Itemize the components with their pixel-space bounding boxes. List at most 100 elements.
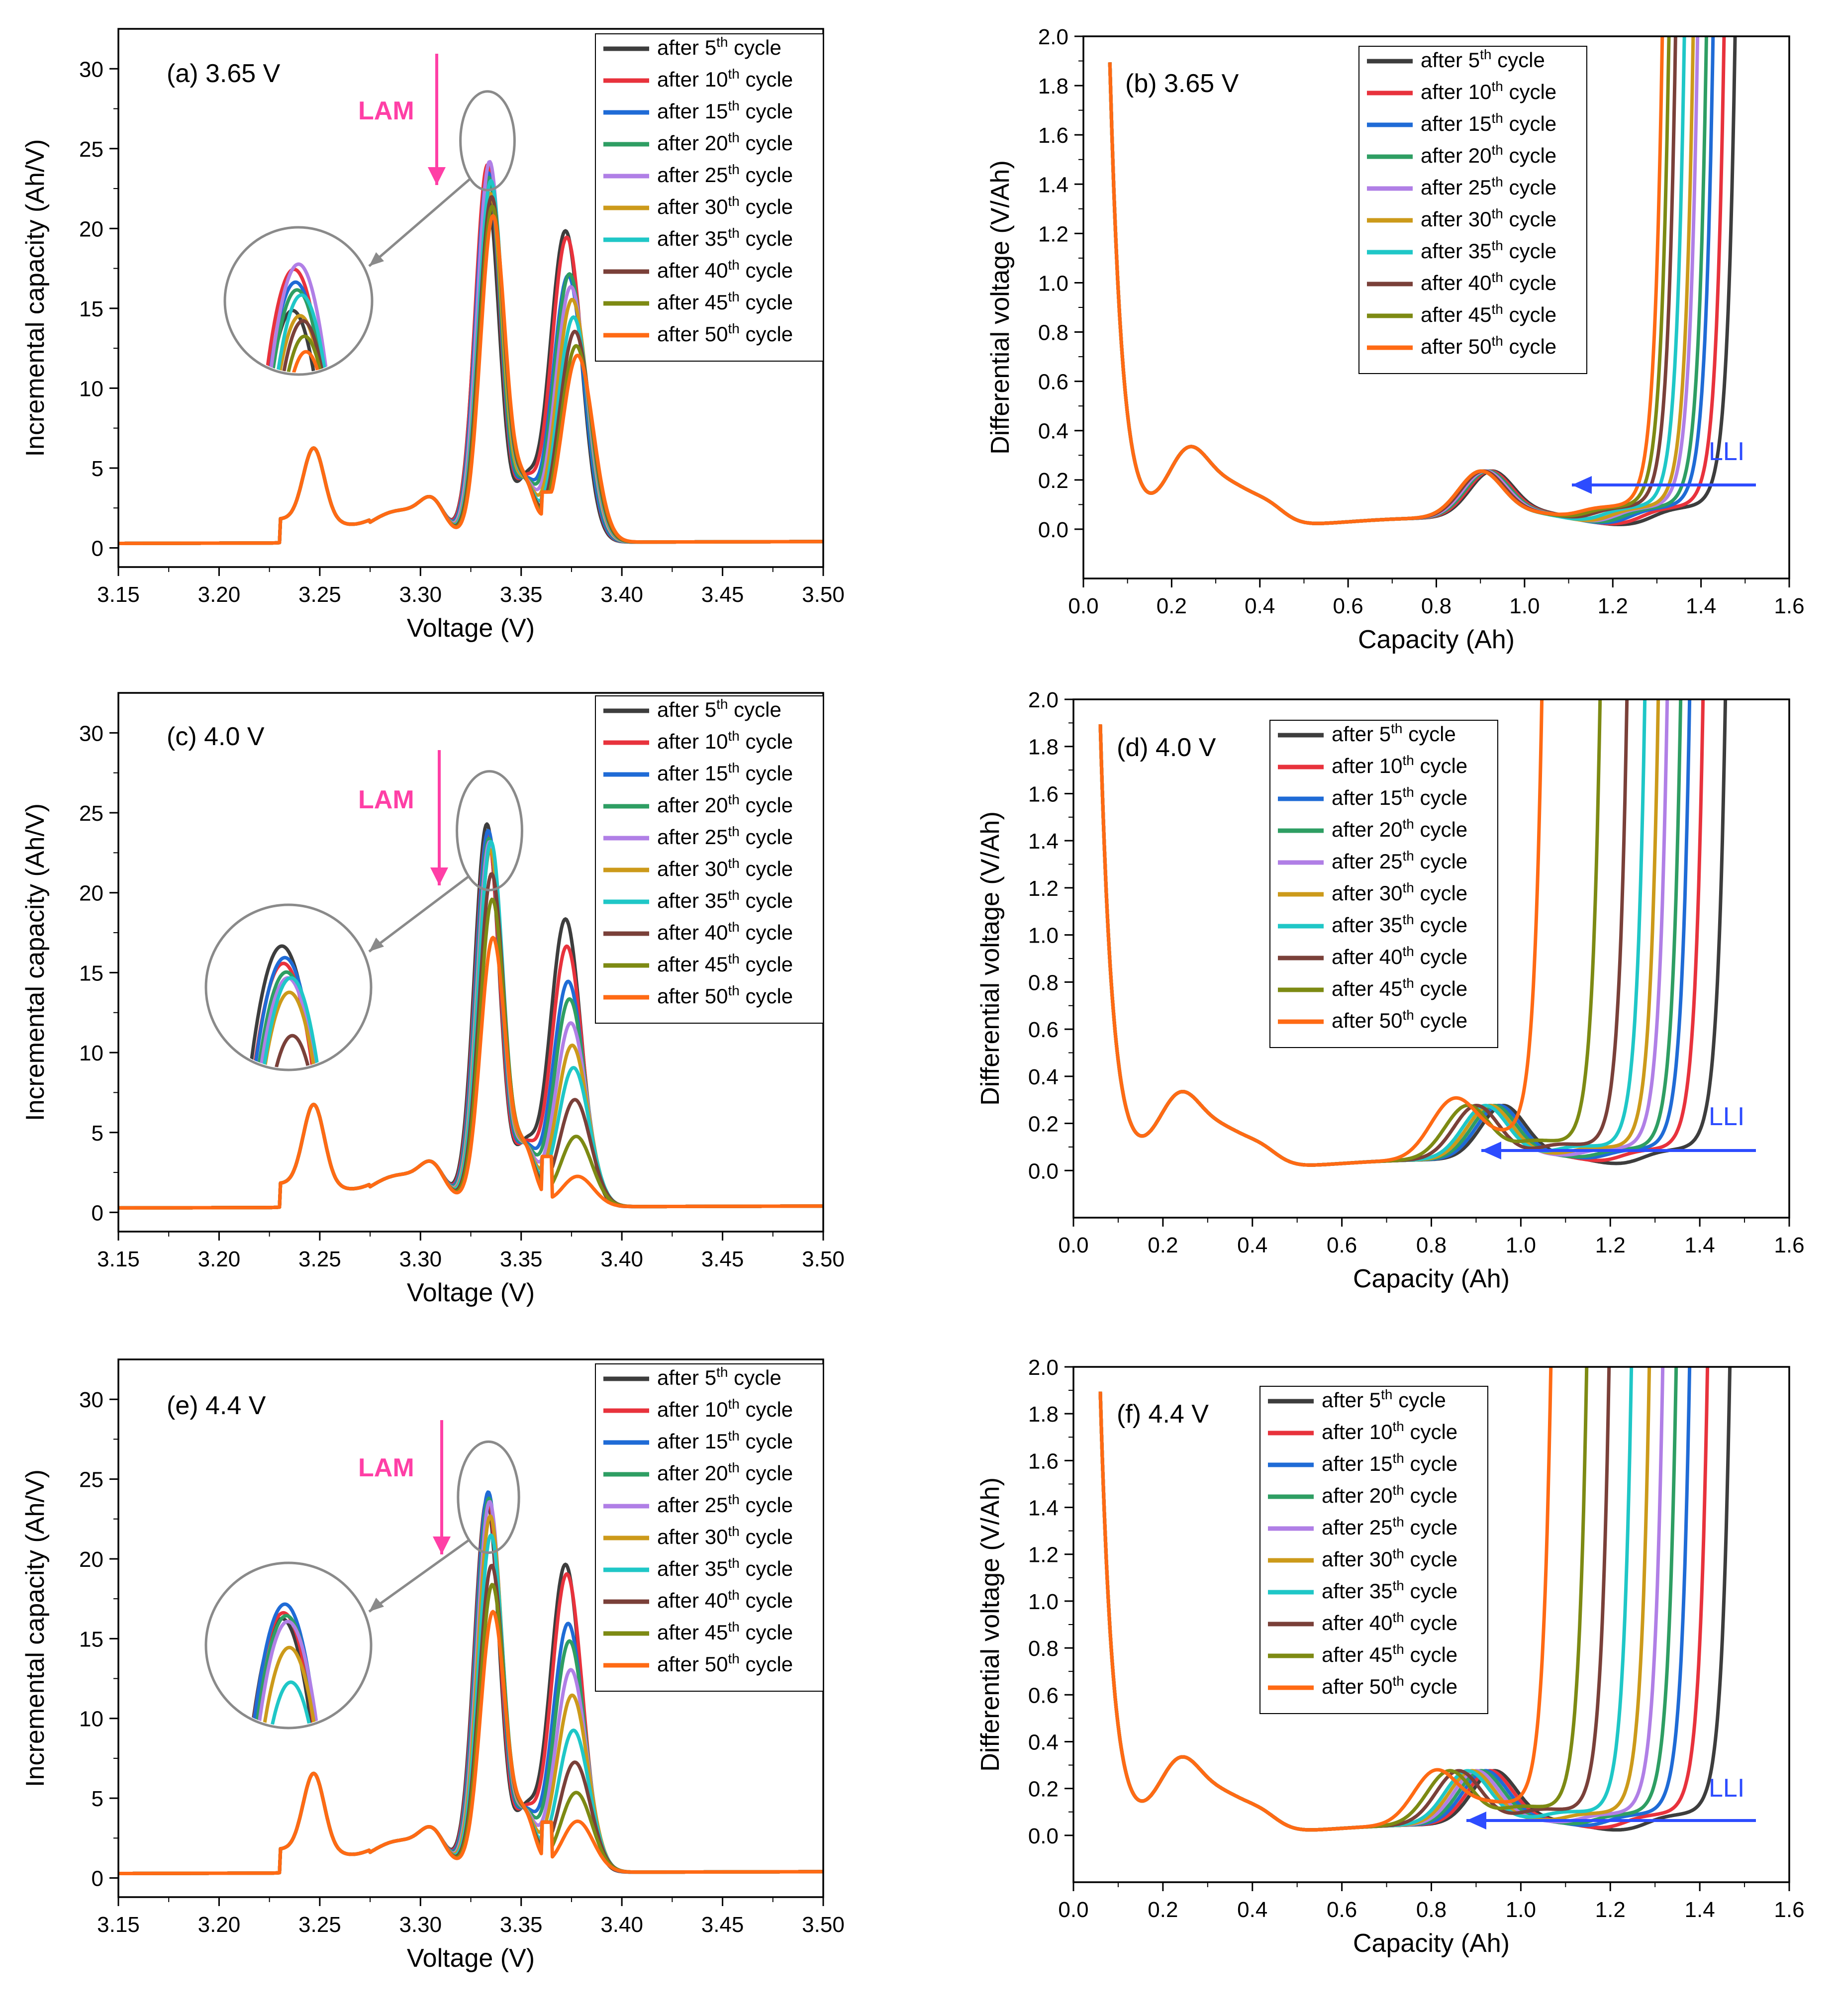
lli-label: LLI: [1709, 1102, 1744, 1131]
y-axis-label: Incremental capacity (Ah/V): [21, 139, 50, 457]
legend-entry-suffix: cycle: [740, 163, 793, 187]
legend-entry-label: after 40th cycle: [1332, 944, 1467, 968]
x-tick-label: 1.4: [1685, 1898, 1715, 1922]
legend-entry-label: after 40th cycle: [657, 257, 793, 282]
legend-entry-suffix: cycle: [1491, 48, 1545, 72]
legend-entry-label: after 25th cycle: [657, 1492, 793, 1517]
legend-entry-text: after 25: [657, 825, 728, 849]
legend-entry-suffix: cycle: [728, 1366, 781, 1389]
x-tick-label: 3.45: [701, 1247, 744, 1271]
legend-entry-text: after 50: [657, 984, 728, 1008]
legend-entry-text: after 25: [1421, 176, 1491, 199]
legend-entry-suffix: cycle: [1404, 1484, 1457, 1507]
legend-entry-text: after 30: [657, 1525, 728, 1548]
x-tick-label: 3.35: [500, 1913, 543, 1937]
legend-entry-text: after 10: [1332, 754, 1402, 777]
x-tick-label: 3.50: [802, 582, 845, 607]
legend-entry-suffix: cycle: [740, 1461, 793, 1485]
legend-entry-suffix: cycle: [1503, 207, 1556, 231]
legend-entry-text: after 5: [1322, 1388, 1381, 1412]
legend-entry-sup: th: [1491, 142, 1503, 158]
legend-entry-label: after 50th cycle: [657, 1651, 793, 1676]
legend-entry-label: after 50th cycle: [1332, 1007, 1467, 1032]
x-axis-label: Capacity (Ah): [1353, 1929, 1510, 1958]
legend-entry-text: after 15: [1421, 112, 1491, 135]
legend-entry-sup: th: [716, 1364, 728, 1380]
zoom-circle: [204, 1561, 373, 1729]
panel-annotation: (f) 4.4 V: [1117, 1400, 1209, 1429]
panel-c: 3.15 3.20 3.25 3.30 3.35 3.40 3.45 3.50 0 5 10 15 20…: [21, 692, 845, 1307]
legend-entry-suffix: cycle: [740, 793, 793, 817]
plot-frame: [1072, 1366, 1790, 1883]
x-tick-label: 3.30: [399, 1913, 442, 1937]
legend-entry-text: after 20: [657, 1461, 728, 1485]
legend-entry-text: after 45: [657, 1621, 728, 1644]
x-tick-label: 0.0: [1058, 1898, 1088, 1922]
y-axis-label: Differential voltage (V/Ah): [976, 1477, 1005, 1772]
y-tick-label: 25: [79, 137, 103, 162]
zoom-series-line: [253, 1645, 326, 1726]
legend-entry-suffix: cycle: [740, 1525, 793, 1548]
legend-entry-sup: th: [728, 162, 739, 177]
series-group-e: [118, 1490, 823, 1875]
legend-entry-sup: th: [728, 66, 739, 82]
series-line: [118, 1610, 823, 1875]
legend-entry-sup: th: [728, 1396, 739, 1412]
series-line: [118, 214, 823, 545]
axis-ticks-f: 0.0 0.2 0.4 0.6 0.8 1.0 1.2 1.4 1.6 0.0 0.2 0.4 0.6 0…: [1028, 1355, 1805, 1922]
x-tick-label: 3.45: [701, 1913, 744, 1937]
legend-entry-suffix: cycle: [728, 36, 781, 59]
y-tick-label: 1.0: [1028, 1590, 1059, 1614]
legend-entry-sup: th: [728, 1492, 739, 1507]
legend-entry-label: after 40th cycle: [1421, 270, 1556, 294]
legend-entry-sup: th: [728, 1428, 739, 1443]
x-tick-label: 1.4: [1686, 594, 1716, 618]
zoom-series: [245, 944, 329, 1068]
x-tick-label: 3.20: [198, 1913, 241, 1937]
legend-entry-label: after 30th cycle: [1332, 880, 1467, 905]
legend-entry-label: after 30th cycle: [657, 856, 793, 880]
y-tick-label: 0.0: [1038, 518, 1068, 542]
legend-entry-text: after 45: [657, 953, 728, 976]
legend-entry-label: after 45th cycle: [1332, 975, 1467, 1000]
legend-entry-sup: th: [728, 225, 739, 241]
legend-entry-sup: th: [1392, 1419, 1404, 1434]
legend-entry-suffix: cycle: [740, 259, 793, 282]
lam-label: LAM: [358, 1453, 414, 1482]
legend-entry-text: after 45: [657, 290, 728, 314]
legend-entry-suffix: cycle: [1404, 1452, 1457, 1475]
y-tick-label: 10: [79, 377, 103, 401]
lam-arrow: LAM: [358, 750, 448, 885]
legend-entry-suffix: cycle: [1402, 722, 1455, 746]
y-tick-label: 1.2: [1038, 222, 1068, 246]
zoom-highlight: [456, 770, 523, 891]
x-tick-label: 0.2: [1157, 594, 1187, 618]
x-tick-label: 0.8: [1416, 1898, 1447, 1922]
legend-entry-text: after 35: [1322, 1579, 1392, 1603]
legend-entry-label: after 25th cycle: [1332, 848, 1467, 873]
y-tick-label: 30: [79, 57, 103, 82]
series-group-d: [1098, 699, 1728, 1167]
y-tick-label: 25: [79, 801, 103, 826]
lam-arrow: LAM: [358, 1420, 451, 1554]
legend-entry-suffix: cycle: [740, 1493, 793, 1517]
arrow-head: [1572, 476, 1592, 494]
x-tick-label: 3.40: [600, 582, 643, 607]
panel-d: 0.0 0.2 0.4 0.6 0.8 1.0 1.2 1.4 1.6 0.0 0.2 0.4 0.6 0…: [976, 688, 1805, 1293]
zoom-highlight: [459, 90, 516, 192]
x-tick-label: 3.15: [97, 1913, 140, 1937]
legend-entry-text: after 15: [657, 99, 728, 123]
lli-arrow: LLI: [1466, 1774, 1756, 1829]
legend-entry-sup: th: [728, 1651, 739, 1666]
legend-entry-sup: th: [728, 289, 739, 304]
zoom-callout: [204, 770, 523, 1071]
legend-entry-label: after 30th cycle: [1322, 1546, 1457, 1571]
x-tick-label: 0.4: [1245, 594, 1275, 618]
legend-entry-label: after 20th cycle: [657, 792, 793, 817]
legend-entry-sup: th: [728, 1460, 739, 1475]
legend-entry-label: after 10th cycle: [1322, 1419, 1457, 1443]
legend-entry-label: after 30th cycle: [1421, 206, 1556, 231]
legend-entry-sup: th: [728, 983, 739, 998]
arrow-head: [433, 1536, 451, 1554]
lli-label: LLI: [1709, 1774, 1744, 1803]
